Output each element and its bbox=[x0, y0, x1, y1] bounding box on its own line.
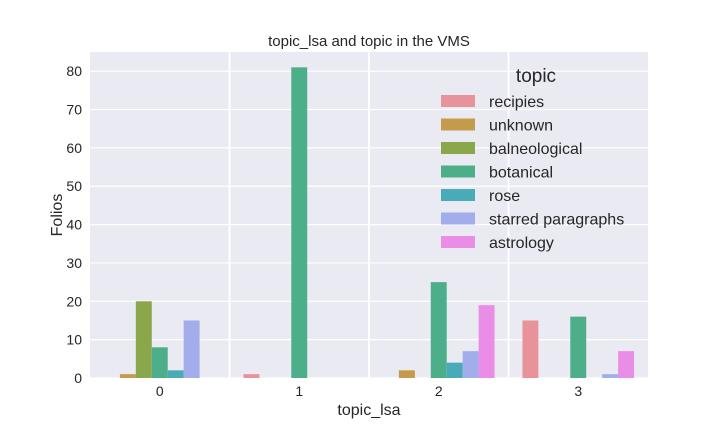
legend-swatch bbox=[441, 118, 475, 131]
gridlines bbox=[90, 52, 648, 379]
legend-title: topic bbox=[516, 66, 556, 87]
legend-label: balneological bbox=[489, 141, 582, 158]
legend-label: recipies bbox=[489, 94, 544, 111]
bar-astrology-3 bbox=[618, 351, 635, 378]
legend-label: rose bbox=[489, 188, 520, 205]
x-tick-labels: 0 1 2 3 bbox=[156, 383, 583, 399]
x-axis-title: topic_lsa bbox=[337, 402, 400, 419]
y-tick-label: 20 bbox=[66, 293, 82, 309]
legend-label: astrology bbox=[489, 235, 554, 252]
y-axis-title: Folios bbox=[49, 194, 66, 237]
bar-botanical-3 bbox=[570, 316, 587, 378]
legend-swatch bbox=[441, 236, 475, 248]
bar-recipies-1 bbox=[243, 374, 260, 378]
bar-unknown-0 bbox=[119, 374, 136, 378]
x-tick-label: 0 bbox=[156, 383, 164, 399]
legend-swatch bbox=[441, 189, 475, 201]
y-tick-label: 40 bbox=[66, 217, 82, 233]
y-tick-labels: 0 10 20 30 40 50 60 70 80 bbox=[66, 63, 82, 386]
bar-recipies-3 bbox=[522, 320, 539, 378]
y-tick-label: 60 bbox=[66, 140, 82, 156]
x-tick-label: 3 bbox=[574, 383, 582, 399]
legend-swatch bbox=[441, 212, 475, 225]
y-tick-label: 30 bbox=[66, 255, 82, 271]
legend-label: botanical bbox=[489, 165, 553, 182]
legend: topic recipies unknown balneological botani… bbox=[441, 66, 624, 252]
legend-swatch bbox=[441, 142, 475, 154]
y-tick-label: 70 bbox=[66, 102, 82, 118]
x-tick-label: 1 bbox=[295, 383, 303, 399]
y-tick-label: 0 bbox=[74, 370, 82, 386]
bar-botanical-1 bbox=[291, 67, 308, 378]
legend-swatch bbox=[441, 165, 475, 178]
bar-balneological-0 bbox=[135, 301, 152, 378]
bar-unknown-2 bbox=[398, 370, 415, 378]
bar-botanical-2 bbox=[430, 282, 447, 378]
y-tick-label: 50 bbox=[66, 178, 82, 194]
bar-botanical-0 bbox=[151, 347, 168, 378]
bar-astrology-2 bbox=[478, 305, 495, 378]
legend-label: unknown bbox=[489, 118, 553, 135]
bar-starred-paragraphs-3 bbox=[602, 374, 619, 378]
legend-label: starred paragraphs bbox=[489, 212, 624, 229]
bars bbox=[119, 67, 635, 378]
bar-starred-paragraphs-0 bbox=[183, 320, 200, 378]
chart-title: topic_lsa and topic in the VMS bbox=[268, 33, 470, 50]
legend-swatch bbox=[441, 95, 475, 107]
y-tick-label: 80 bbox=[66, 63, 82, 79]
bar-rose-0 bbox=[167, 370, 184, 378]
y-tick-label: 10 bbox=[66, 332, 82, 348]
bar-rose-2 bbox=[446, 362, 463, 378]
x-tick-label: 2 bbox=[435, 383, 443, 399]
bar-starred-paragraphs-2 bbox=[462, 351, 479, 378]
